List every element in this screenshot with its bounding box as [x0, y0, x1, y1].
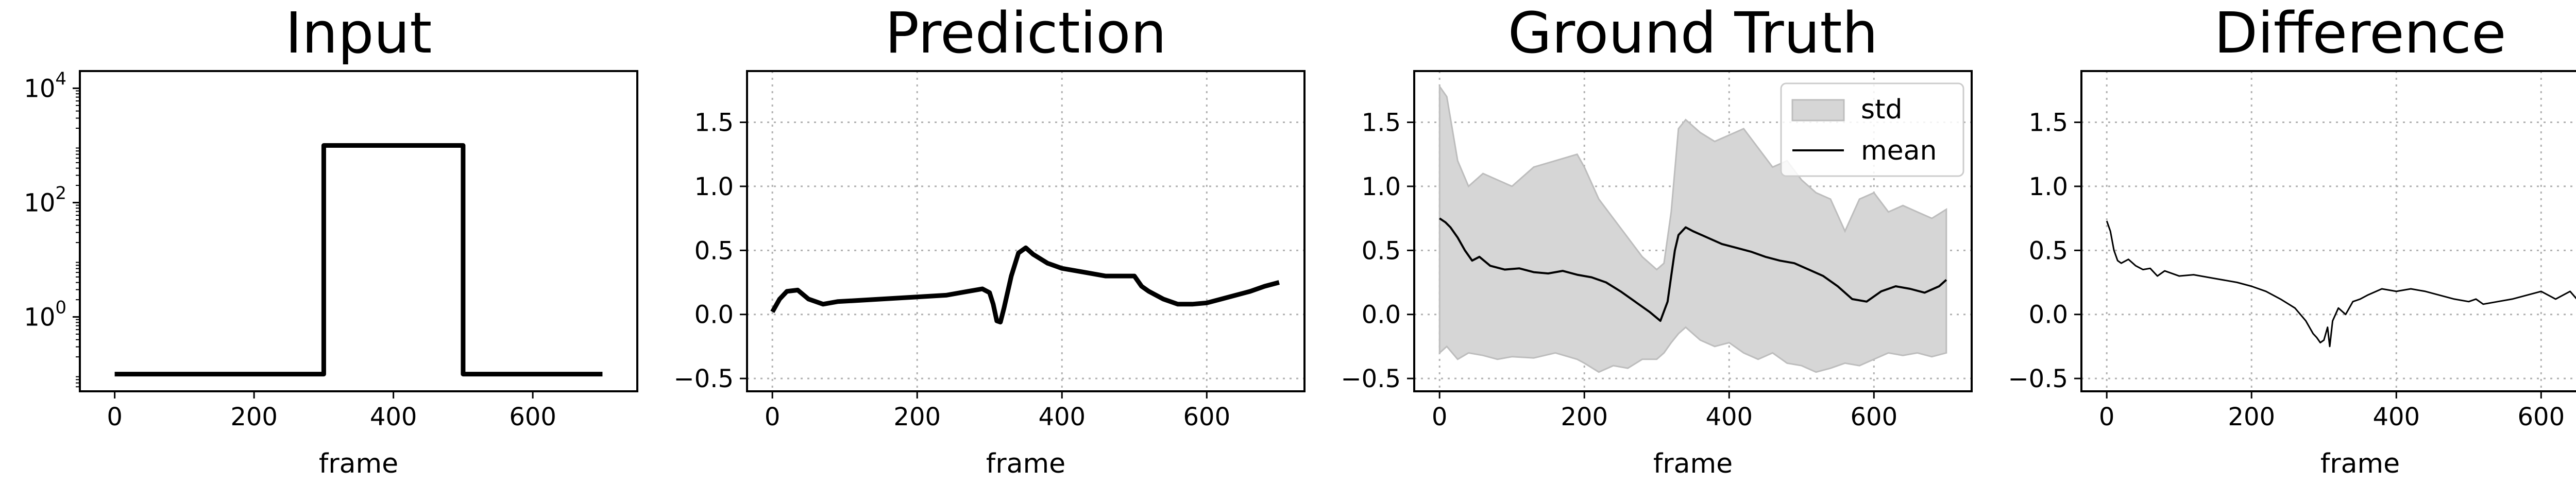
axes-frame [2080, 70, 2576, 392]
x-tick-label: 400 [370, 403, 417, 431]
y-tick-label: 1.0 [2029, 172, 2068, 201]
x-tick-label: 400 [2372, 403, 2420, 431]
panel-ground-truth: 0 200 400 600 −0.5 0.0 0.5 1.0 1.5 Ground Truth fr… [1341, 0, 1973, 479]
axes-frame [79, 70, 638, 392]
x-axis-label: frame [319, 448, 398, 479]
x-tick-label: 200 [1561, 403, 1608, 431]
x-tick-label: 0 [2099, 403, 2115, 431]
y-tick-label: −0.5 [2008, 365, 2068, 393]
plot-area [770, 245, 1280, 325]
chart-title: Ground Truth [1508, 0, 1878, 66]
chart-title: Input [285, 0, 432, 66]
y-tick-label: 102 [24, 183, 66, 217]
y-tick-label: −0.5 [1341, 365, 1401, 393]
tick-exponent: 4 [55, 68, 66, 89]
tick-exponent: 0 [55, 298, 66, 318]
x-tick-label: 600 [2517, 403, 2565, 431]
x-tick-label: 600 [509, 403, 556, 431]
x-axis-label: frame [986, 448, 1065, 479]
chart-title: Difference [2214, 0, 2506, 66]
legend-std-swatch [1791, 99, 1845, 122]
y-tick-label: 0.0 [694, 301, 734, 330]
x-axis-label: frame [2320, 448, 2400, 479]
x-tick-label: 600 [1850, 403, 1897, 431]
legend: std mean [1780, 82, 1964, 177]
y-tick-label: 1.5 [2029, 109, 2068, 137]
y-tick-label: 1.0 [1362, 172, 1401, 201]
y-tick-label: 0.5 [1362, 236, 1401, 265]
legend-std-label: std [1861, 94, 1903, 125]
tick-exponent: 2 [55, 183, 66, 203]
x-tick-label: 200 [893, 403, 941, 431]
legend-mean-label: mean [1861, 135, 1937, 166]
plot-area [2106, 220, 2576, 348]
panel-difference: 0 200 400 600 −0.5 0.0 0.5 1.0 1.5 Difference fram… [2008, 0, 2576, 479]
x-tick-label: 400 [1038, 403, 1086, 431]
plot-area [1438, 84, 1947, 373]
std-band [1438, 84, 1947, 373]
plot-area [114, 143, 603, 377]
axes-frame [1413, 70, 1973, 392]
y-tick-label: −0.5 [673, 365, 734, 393]
y-tick-label: 0.0 [1362, 301, 1401, 330]
x-tick-label: 0 [1432, 403, 1448, 431]
tick-base: 10 [24, 188, 55, 217]
x-axis-label: frame [1653, 448, 1733, 479]
x-tick-label: 0 [107, 403, 123, 431]
y-tick-label: 0.5 [694, 236, 734, 265]
tick-base: 10 [24, 303, 55, 332]
x-tick-label: 0 [765, 403, 781, 431]
panel-prediction: 0 200 400 600 −0.5 0.0 0.5 1.0 1.5 Prediction fram… [673, 0, 1306, 479]
y-tick-label: 0.5 [2029, 236, 2068, 265]
x-tick-label: 200 [230, 403, 278, 431]
series-line [770, 245, 1280, 325]
y-tick-label: 0.0 [2029, 301, 2068, 330]
x-tick-label: 200 [2228, 403, 2275, 431]
x-tick-label: 400 [1705, 403, 1753, 431]
series-line [114, 143, 603, 377]
chart-title: Prediction [885, 0, 1166, 66]
y-tick-label: 104 [24, 68, 66, 103]
x-tick-label: 600 [1183, 403, 1230, 431]
y-tick-label: 100 [24, 298, 66, 332]
tick-base: 10 [24, 74, 55, 103]
series-line [2106, 220, 2576, 348]
y-tick-label: 1.0 [694, 172, 734, 201]
mean-line [1439, 217, 1947, 322]
axes-frame [746, 70, 1306, 392]
y-tick-label: 1.5 [1362, 109, 1401, 137]
y-tick-label: 1.5 [694, 109, 734, 137]
